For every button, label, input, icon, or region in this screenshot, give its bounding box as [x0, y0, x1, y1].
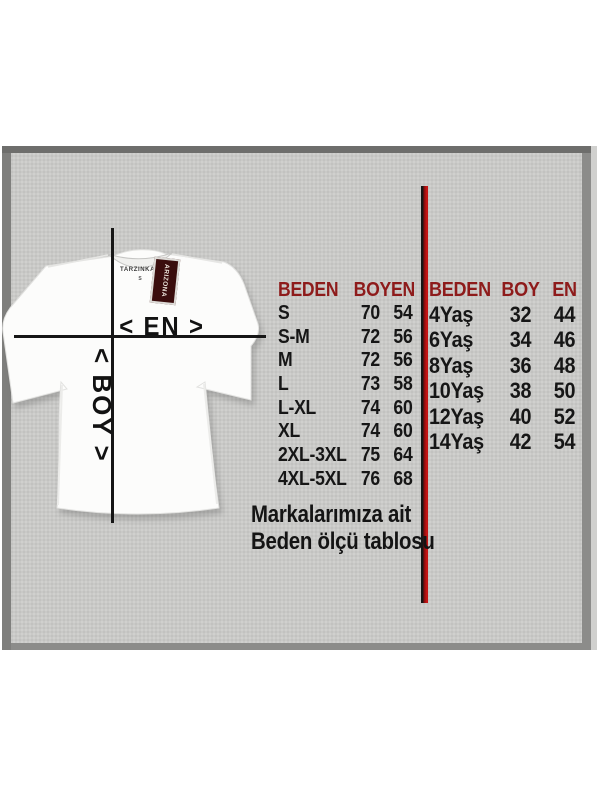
en-cell: 56: [393, 349, 413, 372]
header-beden: BEDEN: [278, 279, 339, 301]
table-row: L-XL 74 60: [278, 397, 428, 421]
en-cell: 54: [393, 302, 413, 324]
size-cell: L: [278, 373, 289, 396]
shoulder-seam-left: [47, 254, 109, 268]
table-header-row: BEDEN BOY EN: [429, 278, 592, 302]
table-divider-line: [421, 186, 428, 603]
boy-cell: 74: [360, 396, 380, 419]
en-cell: 44: [553, 302, 576, 327]
neck-brand-print: TARZINKAK: [120, 267, 160, 273]
boy-cell: 76: [360, 467, 380, 490]
length-measure-label: < BOY >: [87, 348, 117, 463]
size-cell: 14Yaş: [429, 428, 484, 454]
boy-cell: 42: [509, 428, 532, 454]
boy-cell: 73: [360, 373, 380, 396]
table-row: 4Yaş 32 44: [429, 302, 592, 327]
tshirt-body: [2, 249, 260, 515]
table-header-row: BEDEN BOY EN: [278, 278, 428, 302]
caption-line-1: Markalarımıza ait: [251, 501, 412, 528]
table-row: L 73 58: [278, 373, 428, 397]
en-cell: 54: [553, 428, 576, 454]
size-cell: 10Yaş: [429, 378, 484, 404]
en-cell: 58: [393, 373, 413, 396]
header-boy: BOY: [501, 278, 540, 301]
caption-line-2: Beden ölçü tablosu: [251, 528, 435, 555]
length-axis-line: [111, 228, 114, 523]
shoulder-seam-right: [171, 253, 223, 264]
table-row: 10Yaş 38 50: [429, 378, 592, 403]
sleeve-crease-right: [203, 383, 218, 505]
table-row: 8Yaş 36 48: [429, 353, 592, 378]
size-cell: 6Yaş: [429, 327, 474, 353]
table-row: XL 74 60: [278, 420, 428, 444]
size-cell: M: [278, 349, 293, 372]
size-cell: L-XL: [278, 396, 317, 419]
width-axis-line: [14, 335, 266, 338]
table-row: 12Yaş 40 52: [429, 404, 592, 429]
brand-hang-tag: ARIZONA: [149, 256, 181, 306]
boy-cell: 32: [509, 302, 532, 327]
size-cell: 2XL-3XL: [278, 444, 347, 467]
collar: [107, 252, 173, 269]
table-row: 6Yaş 34 46: [429, 327, 592, 352]
en-cell: 64: [393, 444, 413, 467]
table-caption: Markalarımıza ait Beden ölçü tablosu: [251, 501, 435, 555]
size-cell: 4Yaş: [429, 302, 474, 327]
size-cell: S: [278, 302, 290, 324]
header-en: EN: [552, 278, 577, 301]
table-row: 4XL-5XL 76 68: [278, 468, 428, 492]
boy-cell: 75: [360, 444, 380, 467]
en-cell: 50: [553, 378, 576, 404]
neck-size-print: S: [138, 276, 142, 282]
en-cell: 60: [393, 420, 413, 443]
boy-cell: 74: [360, 420, 380, 443]
size-cell: 8Yaş: [429, 352, 474, 378]
boy-cell: 34: [509, 327, 532, 353]
en-cell: 46: [553, 327, 576, 353]
en-cell: 60: [393, 396, 413, 419]
en-cell: 56: [393, 325, 413, 348]
boy-cell: 72: [360, 325, 380, 348]
kids-size-table: BEDEN BOY EN 4Yaş 32 44 6Yaş 34 46 8Yaş …: [429, 278, 592, 454]
en-cell: 68: [393, 467, 413, 490]
table-row: S-M 72 56: [278, 326, 428, 350]
boy-cell: 70: [360, 302, 380, 324]
size-chart-card: [2, 146, 597, 650]
size-cell: XL: [278, 420, 300, 443]
table-row: S 70 54: [278, 302, 428, 326]
en-cell: 52: [553, 403, 576, 429]
sleeve-crease-left: [57, 384, 63, 506]
hang-tag-text: ARIZONA: [159, 264, 171, 298]
size-cell: 4XL-5XL: [278, 467, 347, 490]
header-beden: BEDEN: [429, 278, 491, 301]
header-boy: BOY: [353, 279, 392, 301]
size-cell: 12Yaş: [429, 403, 484, 429]
size-cell: S-M: [278, 325, 310, 348]
boy-cell: 36: [509, 352, 532, 378]
adult-size-table: BEDEN BOY EN S 70 54 S-M 72 56 M 72 56 L…: [278, 278, 428, 492]
table-row: 2XL-3XL 75 64: [278, 444, 428, 468]
table-row: 14Yaş 42 54: [429, 429, 592, 454]
boy-cell: 40: [509, 403, 532, 429]
boy-cell: 72: [360, 349, 380, 372]
boy-cell: 38: [509, 378, 532, 404]
table-row: M 72 56: [278, 349, 428, 373]
tshirt-illustration: [2, 249, 260, 515]
en-cell: 48: [553, 352, 576, 378]
width-measure-label: < EN >: [119, 311, 205, 341]
header-en: EN: [390, 279, 415, 301]
